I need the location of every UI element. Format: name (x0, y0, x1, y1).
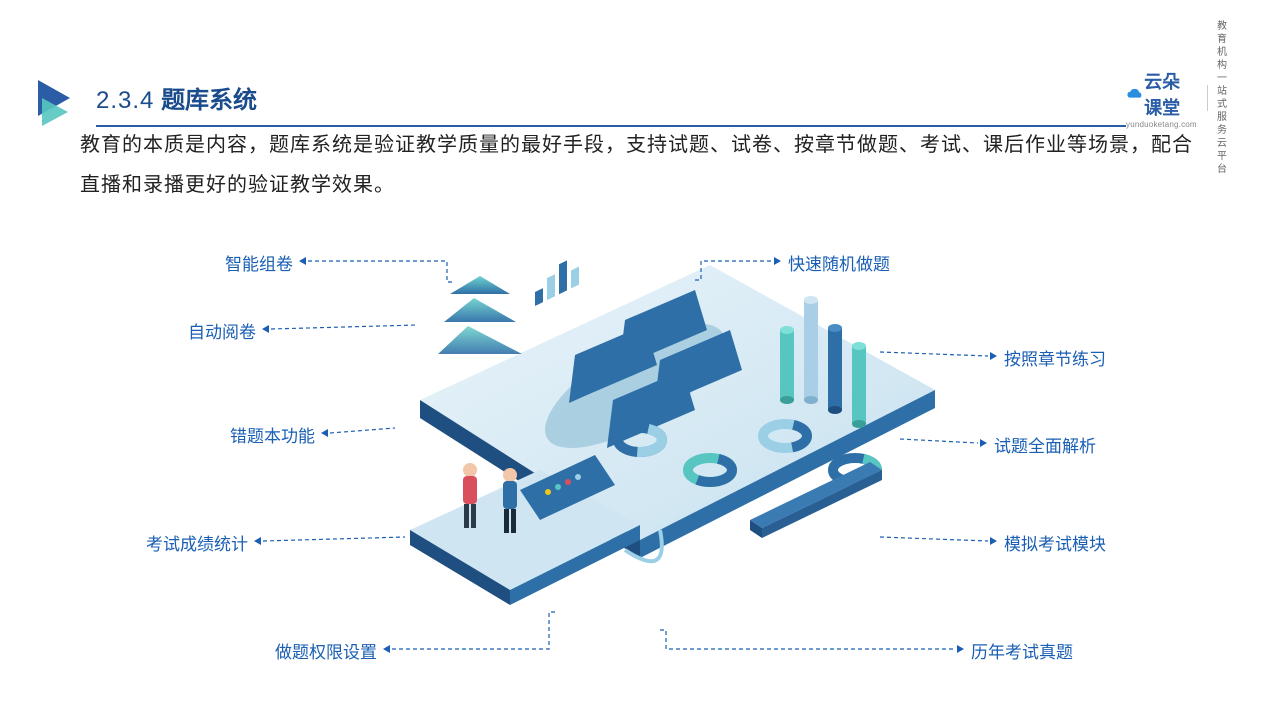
section-header: 2.3.4 题库系统 (38, 80, 1126, 127)
feature-diagram: 智能组卷自动阅卷错题本功能考试成绩统计做题权限设置快速随机做题按照章节练习试题全… (0, 230, 1280, 700)
section-title: 题库系统 (161, 87, 257, 114)
play-icon (38, 80, 78, 126)
logo-name: 云朵课堂 (1144, 68, 1197, 120)
logo-tagline: 教育机构一站 式服务云平台 (1217, 20, 1228, 176)
cloud-icon (1126, 85, 1142, 103)
section-number: 2.3.4 (96, 87, 154, 114)
connector-line (0, 230, 1280, 700)
section-description: 教育的本质是内容，题库系统是验证教学质量的最好手段，支持试题、试卷、按章节做题、… (80, 125, 1200, 205)
